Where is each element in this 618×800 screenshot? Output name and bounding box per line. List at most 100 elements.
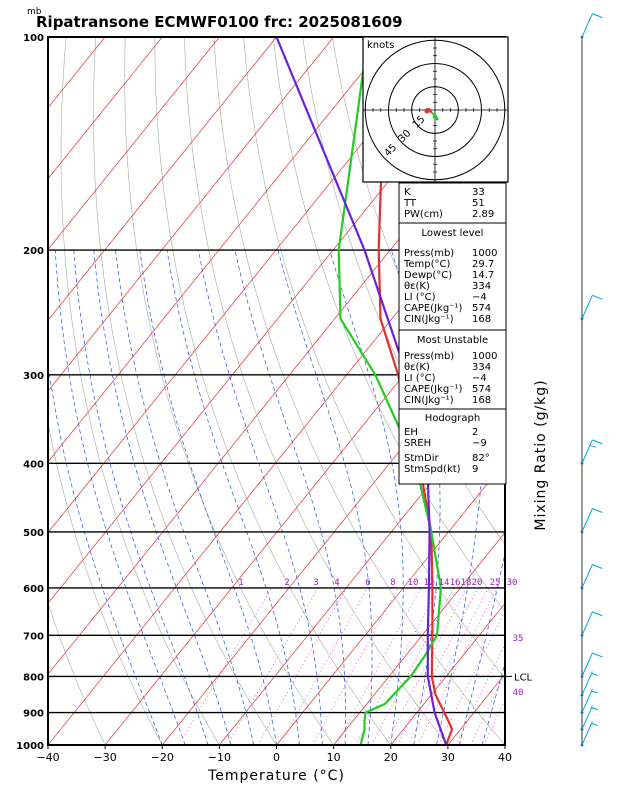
moist-adiabat	[391, 249, 441, 745]
hodo-param-label-3: StmSpd(kt)	[404, 464, 461, 475]
wind-barb-flag	[592, 564, 603, 569]
dry-adiabat	[599, 37, 618, 745]
hodograph-ring-15	[411, 86, 459, 134]
dry-adiabat	[60, 37, 220, 745]
hodograph-params-header: Hodograph	[425, 413, 480, 424]
mixing-ratio-label-40: 40	[513, 688, 524, 698]
index-value-0: 33	[472, 187, 485, 198]
wind-barb-shaft	[581, 652, 593, 677]
x-tick-label: −30	[93, 751, 116, 764]
index-label-2: PW(cm)	[404, 209, 443, 220]
wind-barb-shaft	[581, 508, 593, 533]
lowest-label-6: CIN(Jkg⁻¹)	[404, 314, 454, 325]
mixing-ratio-label-4: 4	[334, 578, 339, 588]
wind-barb-half-flag	[591, 722, 598, 726]
mixing-ratio-label-20: 20	[472, 578, 483, 588]
hodograph-unit-label: knots	[367, 40, 394, 51]
lowest-value-4: −4	[472, 292, 487, 303]
mixing-ratio-line	[227, 587, 319, 745]
mixing-ratio-label-35: 35	[513, 634, 524, 644]
indices-table-frame	[398, 182, 507, 485]
unstable-value-0: 1000	[472, 351, 497, 362]
mixing-ratio-line	[257, 587, 347, 745]
wind-barb	[581, 508, 603, 533]
wind-barb	[581, 564, 603, 589]
most-unstable-header: Most Unstable	[417, 335, 488, 346]
dry-adiabat	[302, 37, 505, 546]
lowest-label-1: Temp(°C)	[403, 259, 451, 270]
isotherm	[219, 390, 505, 745]
moist-adiabat	[48, 361, 163, 745]
index-value-2: 2.89	[472, 209, 494, 220]
mixing-ratio-label-16: 16	[450, 578, 461, 588]
y-tick-300: 300	[23, 371, 44, 382]
wind-barb-flag	[592, 439, 603, 445]
y-tick-200: 200	[23, 246, 44, 257]
index-value-1: 51	[472, 198, 485, 209]
isotherm	[390, 602, 505, 745]
dry-adiabat	[510, 37, 618, 745]
hodo-param-value-1: −9	[472, 438, 487, 449]
wind-barb	[581, 688, 598, 713]
isotherm	[48, 37, 220, 250]
wind-barb-half-flag	[591, 690, 598, 694]
mixing-ratio-label-3: 3	[313, 578, 318, 588]
y-tick-100: 100	[23, 33, 44, 44]
mixing-ratio-line	[384, 587, 468, 745]
dry-adiabat	[48, 420, 163, 745]
mixing-ratio-line	[355, 587, 440, 745]
mixing-ratio-line	[336, 587, 422, 745]
lowest-value-3: 334	[472, 281, 491, 292]
y-tick-1000: 1000	[16, 741, 44, 752]
x-tick-label: 40	[498, 751, 512, 764]
wind-barb-flag	[592, 508, 603, 513]
moist-adiabat	[234, 250, 346, 745]
mixing-ratio-label-18: 18	[461, 578, 472, 588]
series-dew-point	[337, 37, 442, 745]
mixing-ratio-line	[312, 587, 399, 745]
hodograph-frame	[362, 36, 509, 183]
lowest-value-2: 14.7	[472, 270, 494, 281]
mixing-ratio-label-10: 10	[408, 578, 419, 588]
dry-adiabat	[243, 37, 505, 679]
index-label-1: TT	[403, 198, 417, 209]
wind-barb-flag	[592, 652, 603, 658]
moist-adiabat	[504, 743, 505, 745]
wind-barb-shaft	[581, 13, 593, 38]
hodograph-ring-45	[364, 39, 506, 181]
y-tick-400: 400	[23, 459, 44, 470]
hodograph-ring-30	[388, 63, 482, 157]
wind-barb-half-flag	[591, 672, 598, 676]
x-tick-label: 30	[441, 751, 455, 764]
chart-title: Ripatransone ECMWF0100 frc: 2025081609	[36, 13, 403, 31]
mixing-ratio-label-8: 8	[390, 578, 395, 588]
isotherm	[48, 37, 392, 463]
unstable-value-4: 168	[472, 395, 491, 406]
sounding-profiles	[275, 37, 454, 745]
wind-barb-shaft	[581, 671, 593, 696]
unstable-label-3: CAPE(Jkg⁻¹)	[404, 384, 462, 395]
isotherm	[48, 37, 106, 109]
moist-adiabat	[166, 250, 300, 745]
mixing-ratio-line	[178, 587, 272, 745]
dry-adiabat	[124, 37, 334, 745]
wind-barb	[581, 439, 603, 464]
x-tick-label: −10	[208, 751, 231, 764]
lowest-label-5: CAPE(Jkg⁻¹)	[404, 303, 462, 314]
lowest-value-5: 574	[472, 303, 491, 314]
unstable-value-1: 334	[472, 362, 491, 373]
mixing-ratio-label-25: 25	[490, 578, 501, 588]
wind-barb-shaft	[581, 705, 593, 730]
wind-barb-shaft	[581, 721, 593, 746]
lowest-label-3: θε(K)	[404, 281, 430, 292]
wind-barb-shaft	[581, 611, 593, 636]
moist-adiabat	[139, 250, 277, 745]
x-tick-label: 10	[327, 751, 341, 764]
wind-barb	[581, 721, 598, 746]
moist-adiabat	[73, 250, 209, 745]
moist-adiabat	[115, 250, 255, 745]
x-tick-label: −20	[151, 751, 174, 764]
mixing-ratio-line	[371, 587, 455, 745]
